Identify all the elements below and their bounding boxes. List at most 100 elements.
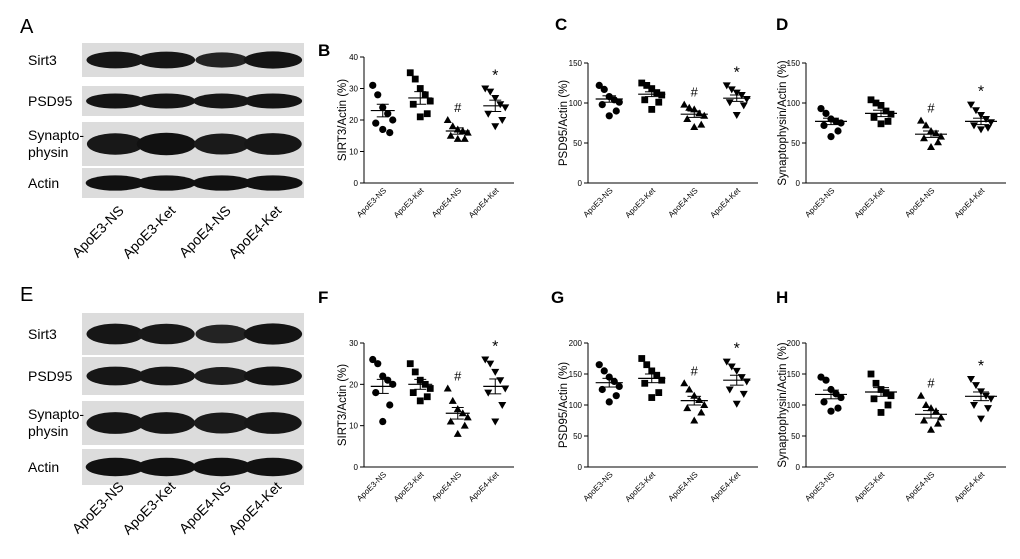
data-point (491, 418, 500, 426)
data-point (379, 372, 387, 380)
data-point (690, 123, 699, 130)
data-point (727, 86, 736, 94)
data-point (697, 120, 706, 128)
data-point (832, 390, 840, 398)
data-point (655, 98, 663, 106)
blot-row-label: Actin (28, 458, 60, 475)
x-tick-label: ApoE4-NS (903, 470, 936, 503)
data-point (658, 91, 666, 99)
blot-band (243, 366, 302, 386)
data-point (739, 390, 748, 398)
data-point (648, 85, 656, 92)
data-point (491, 123, 500, 131)
blot-band (86, 93, 145, 109)
data-point (491, 94, 500, 102)
significance-marker: # (927, 376, 935, 391)
data-point (685, 385, 694, 393)
data-point (386, 129, 394, 137)
data-point (683, 115, 692, 122)
data-point (423, 393, 431, 401)
data-point (680, 100, 689, 108)
blot-band (195, 52, 249, 68)
data-point (722, 358, 731, 366)
data-point (732, 89, 741, 97)
y-tick-label: 30 (349, 339, 358, 348)
data-point (369, 355, 377, 364)
data-point (653, 371, 661, 379)
data-point (384, 376, 392, 384)
data-point (739, 102, 748, 110)
panel-letter: B (318, 41, 330, 60)
blot-band (193, 93, 251, 109)
data-point (725, 386, 734, 394)
data-point (680, 379, 689, 387)
data-point (984, 124, 992, 132)
data-point (887, 110, 895, 118)
y-tick-label: 50 (573, 432, 582, 441)
data-point (443, 384, 452, 392)
data-point (374, 360, 382, 368)
data-point (389, 116, 397, 124)
data-point (827, 133, 835, 141)
data-point (384, 110, 392, 118)
data-point (498, 117, 507, 124)
x-tick-label: ApoE4-Ket (953, 470, 987, 504)
data-point (443, 116, 452, 123)
blot-strip (82, 86, 304, 116)
blot-row-label: Sirt3 (28, 325, 57, 342)
y-tick-label: 0 (354, 179, 359, 188)
data-point (834, 404, 842, 412)
blot-band (243, 175, 303, 191)
y-tick-label: 200 (787, 339, 801, 348)
data-point (984, 405, 992, 413)
data-point (453, 134, 462, 142)
blot-row-label: PSD95 (28, 367, 73, 384)
data-point (648, 394, 656, 401)
data-point (369, 81, 377, 89)
data-point (416, 397, 424, 405)
data-point (463, 128, 472, 136)
data-point (877, 409, 885, 416)
y-tick-label: 20 (349, 116, 358, 125)
data-point (643, 361, 651, 369)
data-point (867, 96, 875, 104)
data-point (977, 112, 985, 119)
data-point (658, 376, 666, 384)
x-tick-label: ApoE3-NS (803, 470, 836, 503)
data-point (416, 113, 424, 121)
data-point (867, 370, 875, 378)
blot-band (193, 133, 250, 155)
data-point (884, 118, 892, 125)
y-tick-label: 50 (573, 139, 582, 148)
y-tick-label: 10 (349, 422, 358, 431)
data-point (882, 107, 890, 115)
data-point (638, 79, 646, 87)
data-point (463, 413, 472, 421)
data-point (970, 402, 978, 409)
data-point (887, 392, 895, 400)
blot-bands (86, 51, 303, 69)
data-point (615, 382, 623, 390)
significance-marker: # (691, 85, 699, 100)
data-point (920, 416, 928, 424)
y-tick-label: 50 (791, 139, 800, 148)
data-point (987, 395, 995, 403)
y-tick-label: 50 (791, 432, 800, 441)
data-point (870, 114, 878, 121)
y-tick-label: 150 (787, 370, 801, 379)
y-tick-label: 20 (349, 380, 358, 389)
data-point (460, 421, 469, 429)
blot-band (136, 457, 196, 477)
data-point (967, 375, 975, 383)
blot-band (137, 366, 196, 386)
data-point (641, 379, 649, 387)
blot-bands (86, 132, 302, 156)
data-point (491, 368, 500, 376)
blot-band (86, 366, 145, 386)
data-point (421, 91, 429, 99)
panel-letter: C (555, 15, 567, 34)
significance-marker: # (691, 363, 699, 378)
data-point (598, 385, 606, 394)
